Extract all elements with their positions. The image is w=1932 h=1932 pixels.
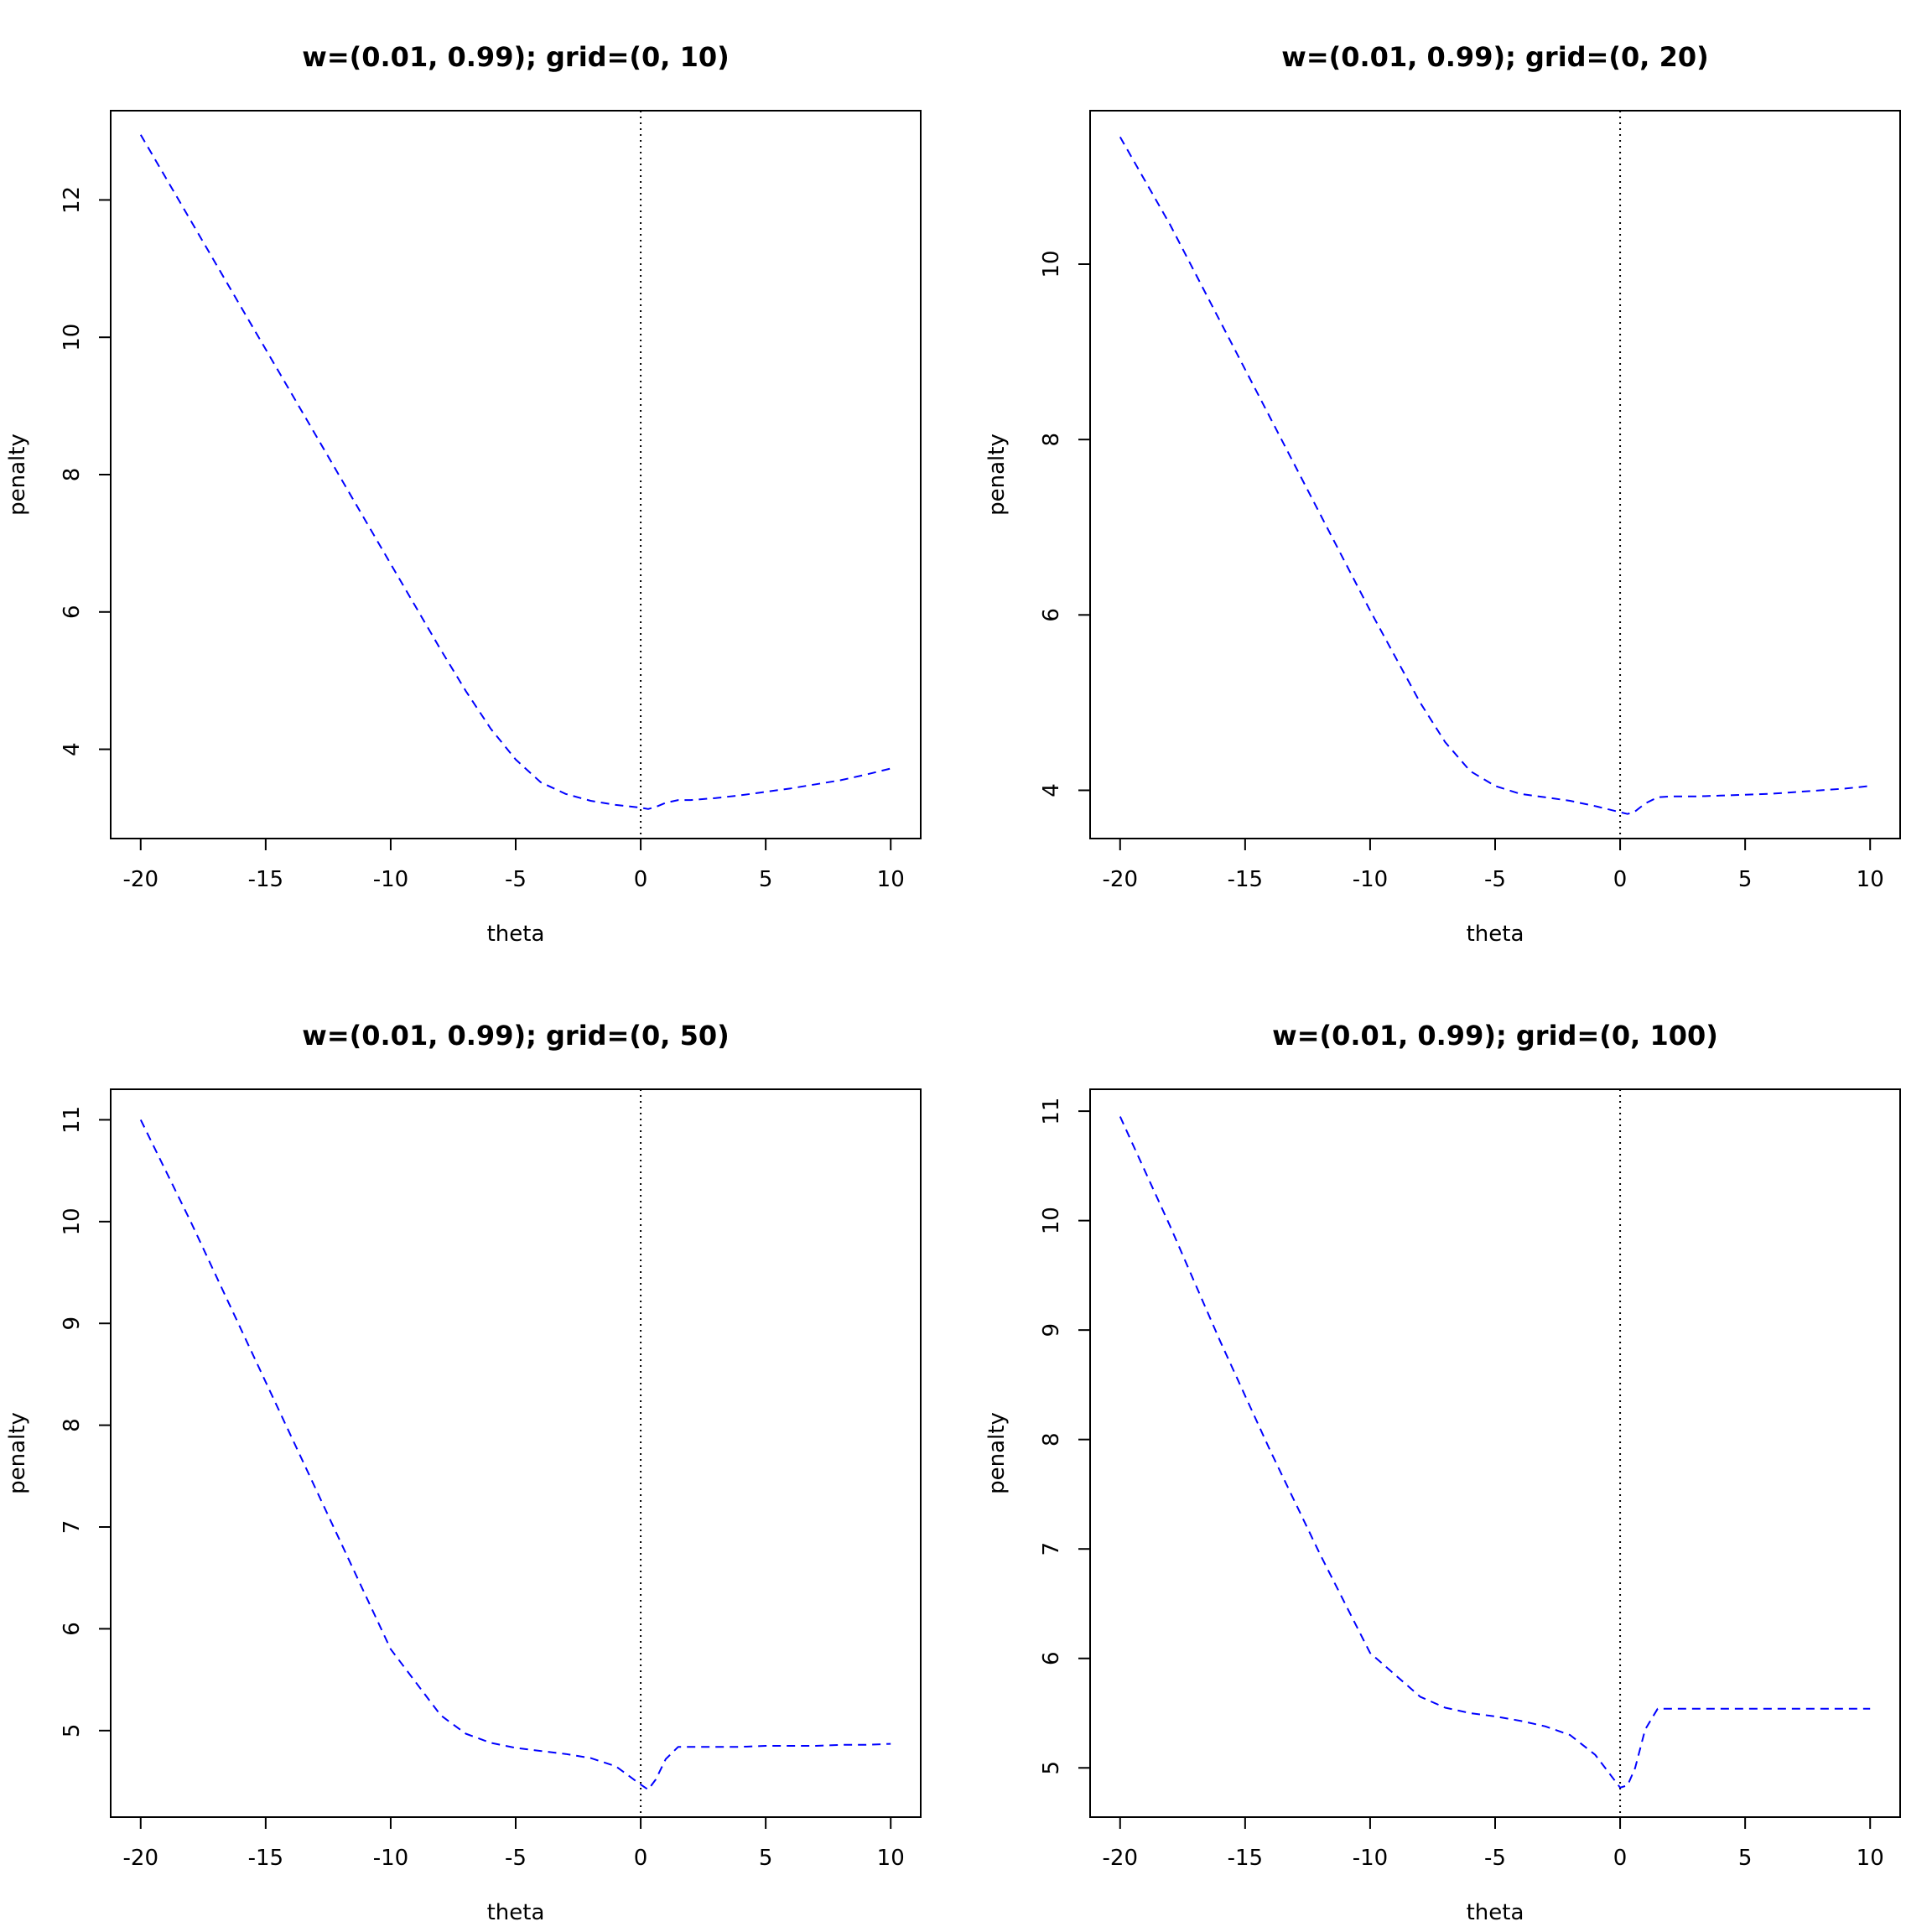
y-tick-label: 6 — [60, 605, 85, 620]
x-tick-label: -20 — [1103, 867, 1138, 892]
y-tick-label: 12 — [60, 186, 85, 214]
x-tick-label: -15 — [1228, 867, 1263, 892]
x-axis-label: theta — [487, 1900, 545, 1925]
y-tick-label: 7 — [1039, 1542, 1064, 1556]
x-tick-label: -10 — [1353, 1846, 1388, 1871]
y-tick-label: 8 — [60, 468, 85, 482]
x-tick-label: -20 — [1103, 1846, 1138, 1871]
x-tick-label: 0 — [634, 867, 648, 892]
y-tick-label: 7 — [60, 1520, 85, 1535]
x-tick-label: -10 — [373, 1846, 408, 1871]
y-tick-label: 10 — [60, 324, 85, 351]
x-axis-label: theta — [1467, 1900, 1524, 1925]
chart-title: w=(0.01, 0.99); grid=(0, 50) — [302, 1020, 729, 1052]
x-tick-label: 0 — [634, 1846, 648, 1871]
plot-frame — [110, 1088, 922, 1818]
x-tick-label: 10 — [1857, 1846, 1884, 1871]
y-tick-label: 6 — [60, 1622, 85, 1636]
chart-panel-3: w=(0.01, 0.99); grid=(0, 50) -20 -15 -10 -5 0… — [5, 1020, 922, 1925]
x-tick-label: 10 — [1857, 867, 1884, 892]
y-tick-label: 6 — [1039, 1651, 1064, 1665]
x-tick-label: 5 — [759, 1846, 773, 1871]
x-tick-label: -20 — [123, 1846, 158, 1871]
y-tick-label: 10 — [60, 1208, 85, 1235]
y-axis-label: penalty — [984, 1412, 1010, 1494]
plot-frame — [1089, 110, 1901, 839]
x-axis-label: theta — [1467, 922, 1524, 947]
plot-frame — [110, 110, 922, 839]
y-axis-label: penalty — [5, 1412, 30, 1494]
y-tick-label: 8 — [1039, 1432, 1064, 1446]
y-tick-label: 11 — [60, 1106, 85, 1134]
series-line — [1119, 136, 1871, 815]
x-tick-label: 5 — [1738, 1846, 1753, 1871]
chart-title: w=(0.01, 0.99); grid=(0, 100) — [1272, 1020, 1718, 1052]
x-tick-label: -5 — [1484, 867, 1506, 892]
y-tick-label: 4 — [60, 742, 85, 756]
series-line — [139, 134, 891, 810]
chart-title: w=(0.01, 0.99); grid=(0, 10) — [302, 41, 729, 73]
x-tick-label: -5 — [505, 1846, 527, 1871]
y-tick-label: 6 — [1039, 608, 1064, 622]
x-tick-label: -20 — [123, 867, 158, 892]
chart-title: w=(0.01, 0.99); grid=(0, 20) — [1281, 41, 1708, 73]
chart-panel-4: w=(0.01, 0.99); grid=(0, 100) -20 -15 -10 -5… — [984, 1020, 1901, 1925]
chart-panel-1: w=(0.01, 0.99); grid=(0, 10) -20 -15 -10 -5 0… — [5, 41, 922, 947]
x-tick-label: 0 — [1613, 867, 1628, 892]
x-tick-label: -15 — [248, 1846, 283, 1871]
x-tick-label: -15 — [248, 867, 283, 892]
series-line — [1119, 1116, 1871, 1789]
chart-panel-2: w=(0.01, 0.99); grid=(0, 20) -20 -15 -10 -5 0… — [984, 41, 1901, 947]
x-tick-label: -10 — [373, 867, 408, 892]
x-tick-label: -5 — [1484, 1846, 1506, 1871]
x-tick-label: -10 — [1353, 867, 1388, 892]
x-axis-label: theta — [487, 922, 545, 947]
y-axis-label: penalty — [5, 434, 30, 516]
y-tick-label: 10 — [1039, 1207, 1064, 1234]
y-tick-label: 10 — [1039, 250, 1064, 278]
x-tick-label: 5 — [1738, 867, 1753, 892]
y-tick-label: 9 — [1039, 1323, 1064, 1337]
y-tick-label: 8 — [60, 1418, 85, 1432]
y-tick-label: 9 — [60, 1317, 85, 1331]
y-tick-label: 4 — [1039, 783, 1064, 797]
y-tick-label: 5 — [60, 1724, 85, 1738]
y-tick-label: 11 — [1039, 1098, 1064, 1125]
x-tick-label: -5 — [505, 867, 527, 892]
x-tick-label: 5 — [759, 867, 773, 892]
x-tick-label: -15 — [1228, 1846, 1263, 1871]
y-tick-label: 5 — [1039, 1761, 1064, 1775]
x-tick-label: 10 — [877, 867, 905, 892]
x-tick-label: 10 — [877, 1846, 905, 1871]
y-tick-label: 8 — [1039, 433, 1064, 447]
x-tick-label: 0 — [1613, 1846, 1628, 1871]
y-axis-label: penalty — [984, 434, 1010, 516]
series-line — [139, 1119, 891, 1791]
